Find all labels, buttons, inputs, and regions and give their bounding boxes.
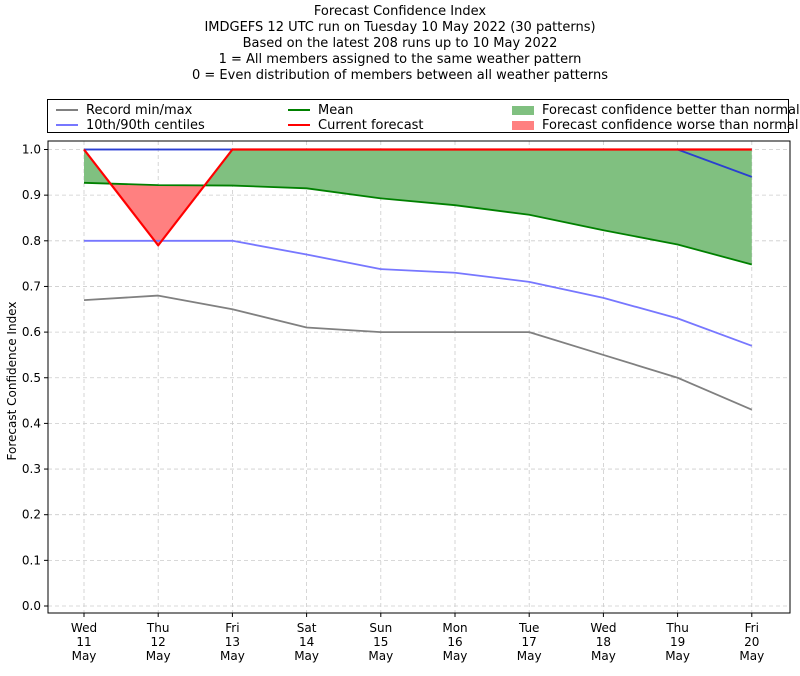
series-line-current-forecast <box>83 148 752 247</box>
plot-frame <box>47 140 791 614</box>
y-tick-label: 0.9 <box>22 188 41 202</box>
x-tick-label: Mon 16 May <box>442 621 467 663</box>
y-tick-label: 0.2 <box>22 508 41 522</box>
series-lines <box>83 148 753 411</box>
y-tick-label: 0.7 <box>22 279 41 293</box>
fill-confidence-worse <box>110 183 205 246</box>
legend-swatch-centiles <box>56 124 78 126</box>
x-tick-label: Fri 13 May <box>220 621 245 663</box>
legend-item-current: Current forecast <box>288 117 424 133</box>
legend-item-worse: Forecast confidence worse than normal <box>512 117 799 133</box>
series-line-10th-centile <box>84 239 753 347</box>
legend-swatch-worse <box>512 120 534 130</box>
legend-swatch-better <box>512 105 534 115</box>
legend-label-worse: Forecast confidence worse than normal <box>542 117 799 133</box>
x-tick-label: Wed 11 May <box>71 621 97 663</box>
chart-title-block: Forecast Confidence Index IMDGEFS 12 UTC… <box>0 4 800 84</box>
y-tick-label: 0.4 <box>22 416 41 430</box>
y-tick-label: 0.5 <box>22 371 41 385</box>
x-tick-label: Tue 17 May <box>517 621 542 663</box>
y-tick-label: 0.1 <box>22 553 41 567</box>
chart-subtitle-scale-max: 1 = All members assigned to the same wea… <box>218 52 582 67</box>
y-tick-label: 0.0 <box>22 599 41 613</box>
series-line-record-min <box>83 294 753 411</box>
legend-label-current: Current forecast <box>318 117 424 133</box>
chart-title: Forecast Confidence Index <box>313 4 487 19</box>
y-tick-label: 1.0 <box>22 143 41 157</box>
legend-label-record: Record min/max <box>86 102 193 118</box>
legend-item-record: Record min/max <box>56 102 192 118</box>
fill-confidence-better <box>204 149 752 265</box>
legend-swatch-current <box>288 124 310 126</box>
legend-item-better: Forecast confidence better than normal <box>512 102 800 118</box>
legend: Record min/max 10th/90th centiles Mean C… <box>47 99 800 133</box>
y-tick-label: 0.3 <box>22 462 41 476</box>
series-line-mean <box>83 181 753 266</box>
legend-swatch-mean <box>288 109 310 111</box>
axes: 0.0 0.1 0.2 0.3 0.4 0.5 0.6 0.7 0.8 0.9 1.0 Wed 11 Ma… <box>22 140 791 663</box>
x-tick-label: Sun 15 May <box>368 621 393 663</box>
legend-label-mean: Mean <box>318 102 354 118</box>
legend-label-better: Forecast confidence better than normal <box>542 102 800 118</box>
chart-subtitle-run: IMDGEFS 12 UTC run on Tuesday 10 May 202… <box>204 20 596 35</box>
legend-item-mean: Mean <box>288 102 353 118</box>
y-axis-label: Forecast Confidence Index <box>5 302 19 461</box>
legend-swatch-record <box>56 109 78 111</box>
x-tick-label: Sat 14 May <box>294 621 319 663</box>
legend-item-centiles: 10th/90th centiles <box>56 117 205 133</box>
x-tick-label: Wed 18 May <box>590 621 616 663</box>
x-tick-label: Thu 12 May <box>146 621 171 663</box>
x-tick-label: Thu 19 May <box>665 621 690 663</box>
y-tick-label: 0.8 <box>22 234 41 248</box>
chart-subtitle-runs: Based on the latest 208 runs up to 10 Ma… <box>242 36 558 51</box>
x-tick-label: Fri 20 May <box>739 621 764 663</box>
confidence-fills <box>84 149 752 265</box>
legend-label-centiles: 10th/90th centiles <box>86 117 205 133</box>
chart-subtitle-scale-min: 0 = Even distribution of members between… <box>191 68 609 83</box>
y-tick-label: 0.6 <box>22 325 41 339</box>
